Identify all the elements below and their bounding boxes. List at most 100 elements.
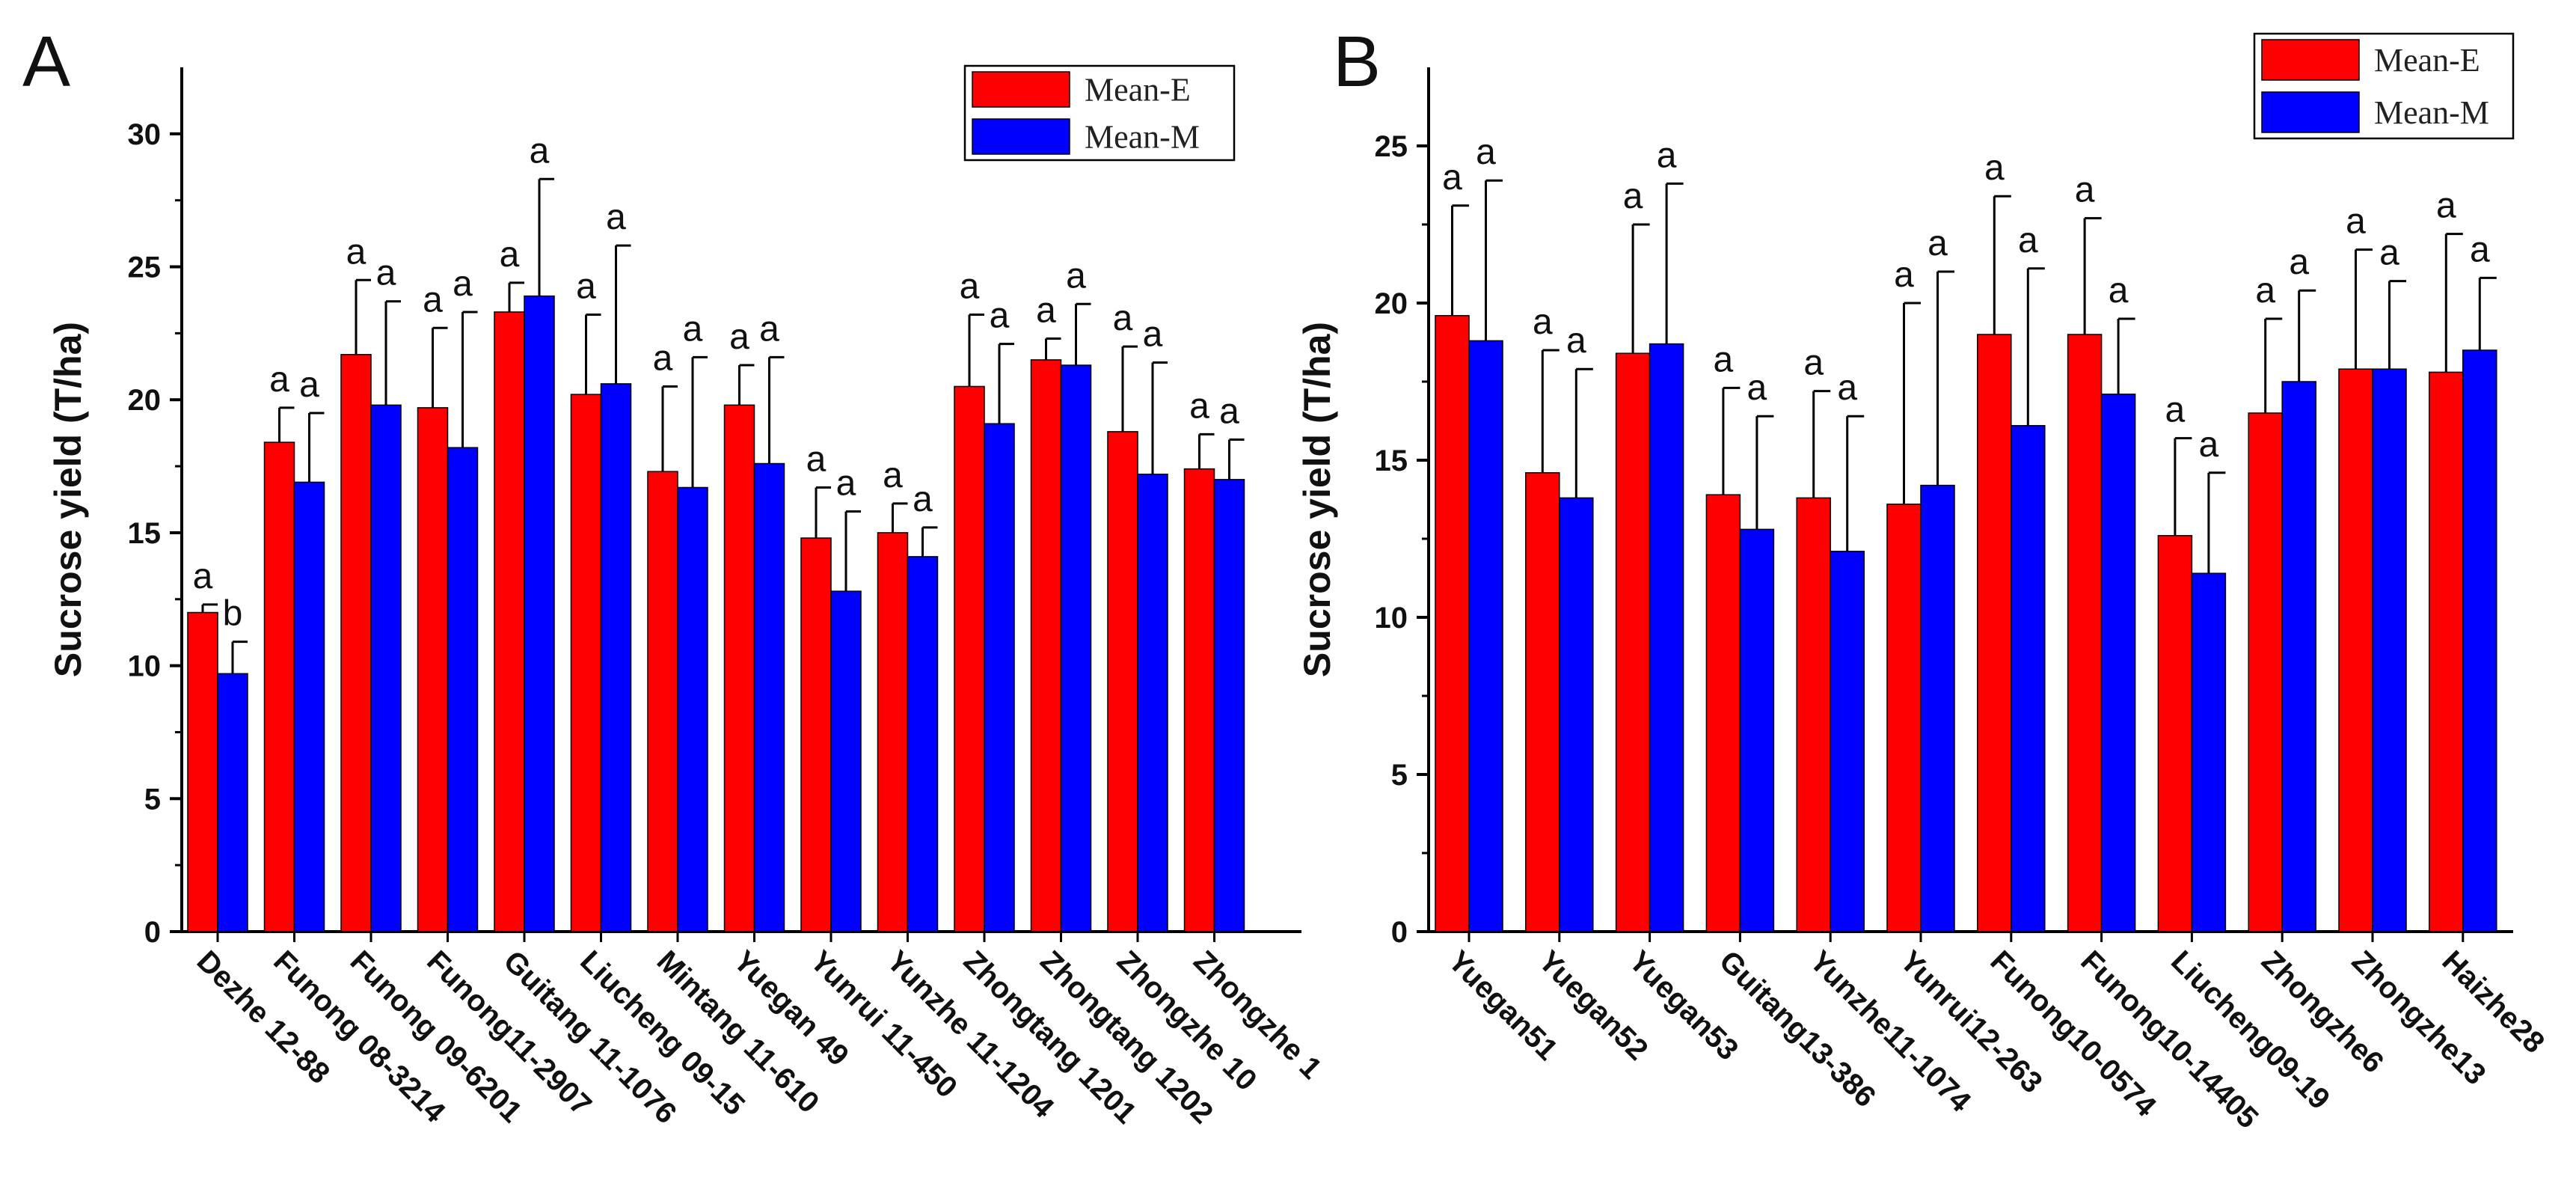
x-tick-label: Yunzhe11-1074 [1803,944,1978,1119]
significance-letter-mean-m: a [1566,321,1586,361]
bar-mean-e [723,404,755,932]
significance-letter-mean-e: a [423,280,443,320]
significance-letter-mean-e: a [576,267,596,307]
significance-letter-mean-m: a [2379,233,2399,273]
y-tick-label: 15 [128,517,162,550]
bar-mean-m [1830,551,1865,932]
legend-label-mean-m: Mean-M [1085,119,1200,156]
bar-mean-m [2191,572,2227,932]
significance-letter-mean-m: a [1476,132,1496,172]
bar-mean-m [1137,473,1168,932]
significance-letter-mean-m: a [2109,271,2129,311]
significance-letter-mean-e: a [2346,202,2366,242]
significance-letter-mean-m: a [913,480,933,519]
significance-letter-mean-e: a [1442,158,1462,198]
bar-mean-m [2462,349,2497,932]
significance-letter-mean-m: a [299,365,319,405]
bar-mean-e [417,407,449,932]
significance-letter-mean-e: a [806,440,827,480]
y-axis-label: Sucrose yield (T/ha) [1296,322,1338,677]
bar-mean-e [1796,497,1831,932]
significance-letter-mean-e: a [653,338,673,378]
bar-mean-e [570,394,602,932]
significance-letter-mean-m: a [1143,314,1163,354]
x-tick-label: Liucheng09-19 [2165,944,2336,1116]
bar-mean-m [1559,497,1594,932]
significance-letter-mean-e: a [2436,186,2456,226]
bar-mean-e [2429,371,2464,932]
significance-letter-mean-e: a [1894,255,1914,295]
bar-mean-m [2372,368,2407,932]
legend-swatch-mean-e [2261,39,2360,81]
x-tick-label: Dezhe 12-88 [191,944,337,1090]
significance-letter-mean-m: a [1066,256,1086,296]
significance-letter-mean-m: a [836,463,856,503]
significance-letter-mean-e: a [193,557,213,596]
significance-letter-mean-e: a [1803,343,1824,383]
bar-mean-e [1525,472,1560,932]
significance-letter-mean-m: a [453,264,473,304]
bar-mean-m [2281,381,2316,932]
bar-mean-e [2157,535,2193,932]
significance-letter-mean-e: a [2255,271,2275,311]
bar-mean-e [1705,494,1741,932]
legend-swatch-mean-m [972,118,1070,155]
legend-swatch-mean-e [972,71,1070,108]
y-tick-label: 25 [128,251,162,284]
y-tick-label: 0 [1391,916,1408,949]
significance-letter-mean-e: a [1714,340,1734,379]
significance-letter-mean-m: a [1928,224,1948,263]
bar-mean-m [830,590,862,932]
y-tick-label: 30 [128,118,162,151]
bar-mean-m [1060,364,1092,932]
bar-mean-e [2248,412,2283,932]
significance-letter-mean-m: a [990,296,1010,336]
legend-swatch-mean-m [2261,91,2360,133]
bar-mean-e [263,441,295,932]
bar-mean-e [1030,359,1062,932]
significance-letter-mean-e: a [269,360,289,400]
bar-mean-m [2011,425,2046,932]
bar-mean-e [2338,368,2373,932]
bar-mean-m [907,556,939,932]
significance-letter-mean-m: a [2289,242,2309,282]
bar-mean-e [340,354,372,932]
bar-mean-e [1886,504,1922,932]
significance-letter-mean-e: a [1189,386,1209,426]
significance-letter-mean-m: a [2470,230,2490,269]
bar-mean-e [800,537,832,932]
significance-letter-mean-m: a [1747,368,1767,408]
panel-letter: B [1333,22,1381,102]
significance-letter-mean-e: a [1036,290,1056,330]
significance-letter-mean-m: a [1657,135,1677,175]
significance-letter-mean-e: a [1623,177,1643,216]
significance-letter-mean-e: a [346,232,367,272]
bar-mean-m [1920,484,1955,932]
bar-mean-e [494,311,525,932]
significance-letter-mean-m: a [530,131,550,171]
significance-letter-mean-e: a [2075,171,2095,210]
significance-letter-mean-m: a [1837,368,1857,408]
y-axis-label: Sucrose yield (T/ha) [47,322,89,677]
significance-letter-mean-e: a [960,267,980,307]
bar-mean-e [2067,334,2103,932]
bar-mean-m [447,447,479,932]
significance-letter-mean-m: a [376,254,396,293]
bar-mean-m [1649,343,1684,932]
significance-letter-mean-e: a [1113,299,1133,338]
bar-mean-e [1435,315,1470,932]
bar-mean-m [984,423,1015,932]
bar-mean-e [1183,468,1215,932]
y-tick-label: 5 [1391,759,1408,792]
bar-mean-e [647,471,678,932]
y-tick-label: 25 [1375,130,1408,163]
significance-letter-mean-m: b [223,594,243,634]
bar-mean-m [217,673,248,932]
significance-letter-mean-e: a [1984,148,2005,188]
bar-mean-e [877,532,909,932]
significance-letter-mean-m: a [759,309,779,349]
bar-mean-m [1468,340,1503,932]
y-tick-label: 10 [1375,602,1408,635]
